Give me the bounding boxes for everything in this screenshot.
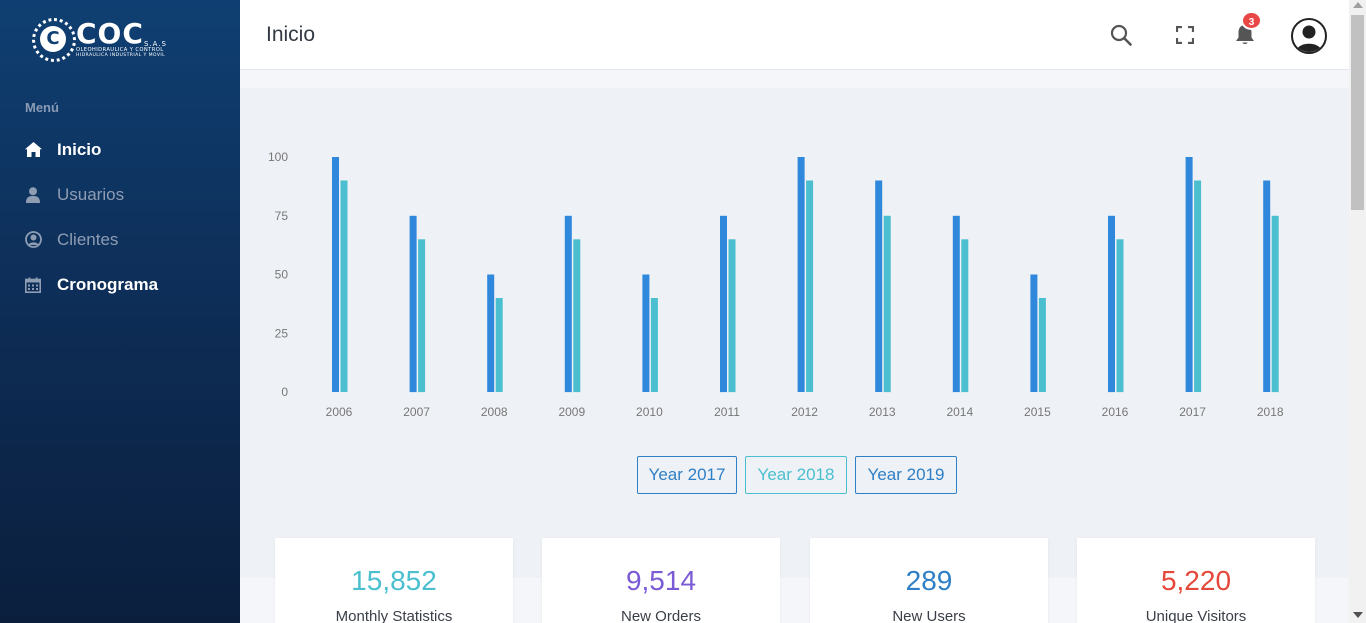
bar-2010-series-1[interactable] [642,274,650,393]
logo-tagline-1: OLEOHIDRAULICA Y CONTROL [76,47,164,53]
bar-2012-series-1[interactable] [797,157,805,392]
bar-2010-series-2[interactable] [650,298,658,392]
logo-tagline-2: HIDRAULICA INDUSTRIAL Y MOVIL [76,53,166,58]
stat-label: New Users [892,608,966,623]
sidebar-item-cronograma[interactable]: Cronograma [0,262,240,307]
avatar[interactable] [1291,18,1327,54]
stat-value: 9,514 [625,565,697,596]
sidebar-item-label: Cronograma [57,274,159,294]
x-tick-label: 2011 [714,405,740,419]
bar-2009-series-2[interactable] [573,239,581,393]
year-2017-button[interactable]: Year 2017 [637,456,737,494]
bar-2015-series-1[interactable] [1030,274,1038,393]
bar-2008-series-2[interactable] [495,298,503,392]
sidebar-item-label: Clientes [57,229,119,249]
y-tick-label: 0 [281,385,288,399]
y-tick-label: 50 [275,268,289,282]
x-tick-label: 2007 [403,405,430,419]
y-tick-label: 75 [275,209,289,223]
stat-card-users: 289 New Users [810,538,1048,623]
bar-2009-series-1[interactable] [564,215,572,393]
x-tick-label: 2009 [558,405,585,419]
calendar-icon [24,276,42,294]
y-tick-label: 100 [268,150,288,164]
x-tick-label: 2012 [791,405,818,419]
sidebar-item-inicio[interactable]: Inicio [0,127,240,172]
menu-title: Menú [25,100,59,115]
stat-label: New Orders [620,608,702,623]
bar-2015-series-2[interactable] [1038,298,1046,392]
scroll-up-arrow-icon[interactable] [1353,2,1363,8]
sidebar: C COC S.A.S OLEOHIDRAULICA Y CONTROL HID… [0,0,240,623]
fullscreen-icon[interactable] [1172,22,1198,48]
bar-2012-series-2[interactable] [806,180,814,393]
stat-label: Monthly Statistics [335,608,453,623]
scroll-down-arrow-icon[interactable] [1353,612,1363,618]
logo-c-glyph: C [46,28,60,49]
stat-label: Unique Visitors [1145,608,1247,623]
scrollbar-thumb[interactable] [1351,15,1364,210]
sidebar-item-label: Usuarios [57,184,125,204]
year-2019-button[interactable]: Year 2019 [855,456,957,494]
x-tick-label: 2018 [1257,405,1284,419]
bar-2007-series-2[interactable] [418,239,426,393]
x-tick-label: 2016 [1102,405,1129,419]
x-tick-label: 2013 [869,405,896,419]
bar-2016-series-1[interactable] [1108,215,1115,393]
x-tick-label: 2015 [1024,405,1051,419]
top-header: Inicio [240,0,1349,70]
company-logo[interactable]: C COC S.A.S OLEOHIDRAULICA Y CONTROL HID… [30,16,180,68]
stat-card-visitors: 5,220 Unique Visitors [1077,538,1315,623]
x-tick-label: 2010 [636,405,663,419]
x-tick-label: 2008 [481,405,508,419]
sidebar-item-label: Inicio [57,139,102,159]
x-tick-label: 2006 [326,405,353,419]
stat-card-orders: 9,514 New Orders [542,538,780,623]
stat-value: 289 [905,565,953,596]
home-icon [24,141,42,159]
bar-2013-series-1[interactable] [875,180,883,393]
stat-value: 15,852 [351,565,437,596]
bar-2013-series-2[interactable] [883,215,891,393]
bar-2006-series-1[interactable] [332,157,339,392]
sidebar-item-usuarios[interactable]: Usuarios [0,172,240,217]
bar-2014-series-1[interactable] [952,215,960,393]
search-icon[interactable] [1108,22,1134,48]
x-tick-label: 2014 [946,405,973,419]
bar-2007-series-1[interactable] [409,215,417,393]
bar-chart: 0 25 50 75 100 2006 2007 2008 2009 2010 2011 2012 20… [268,150,1284,419]
bar-2011-series-2[interactable] [728,239,736,393]
bar-2016-series-2[interactable] [1116,239,1124,393]
y-tick-label: 25 [275,326,289,340]
user-icon [24,186,42,204]
year-2018-button[interactable]: Year 2018 [745,456,847,494]
sidebar-menu: Inicio Usuarios Clientes [0,127,240,307]
logo-mark [40,26,66,52]
bar-2018-series-2[interactable] [1271,215,1279,393]
bar-2014-series-2[interactable] [961,239,969,393]
bar-2017-series-1[interactable] [1185,157,1193,392]
user-circle-icon [24,231,42,249]
bar-2011-series-1[interactable] [720,215,727,393]
bar-2017-series-2[interactable] [1194,180,1202,393]
logo-ring [32,18,76,62]
stat-value: 5,220 [1160,565,1232,596]
page-title: Inicio [266,23,316,46]
stat-card-monthly: 15,852 Monthly Statistics [275,538,513,623]
bar-2006-series-2[interactable] [340,180,348,393]
x-tick-label: 2017 [1179,405,1206,419]
bar-2008-series-1[interactable] [487,274,495,393]
logo-wordmark: COC [76,17,144,50]
sidebar-item-clientes[interactable]: Clientes [0,217,240,262]
bar-2018-series-1[interactable] [1263,180,1271,393]
logo-sas: S.A.S [144,40,168,48]
notification-badge: 3 [1241,11,1262,30]
